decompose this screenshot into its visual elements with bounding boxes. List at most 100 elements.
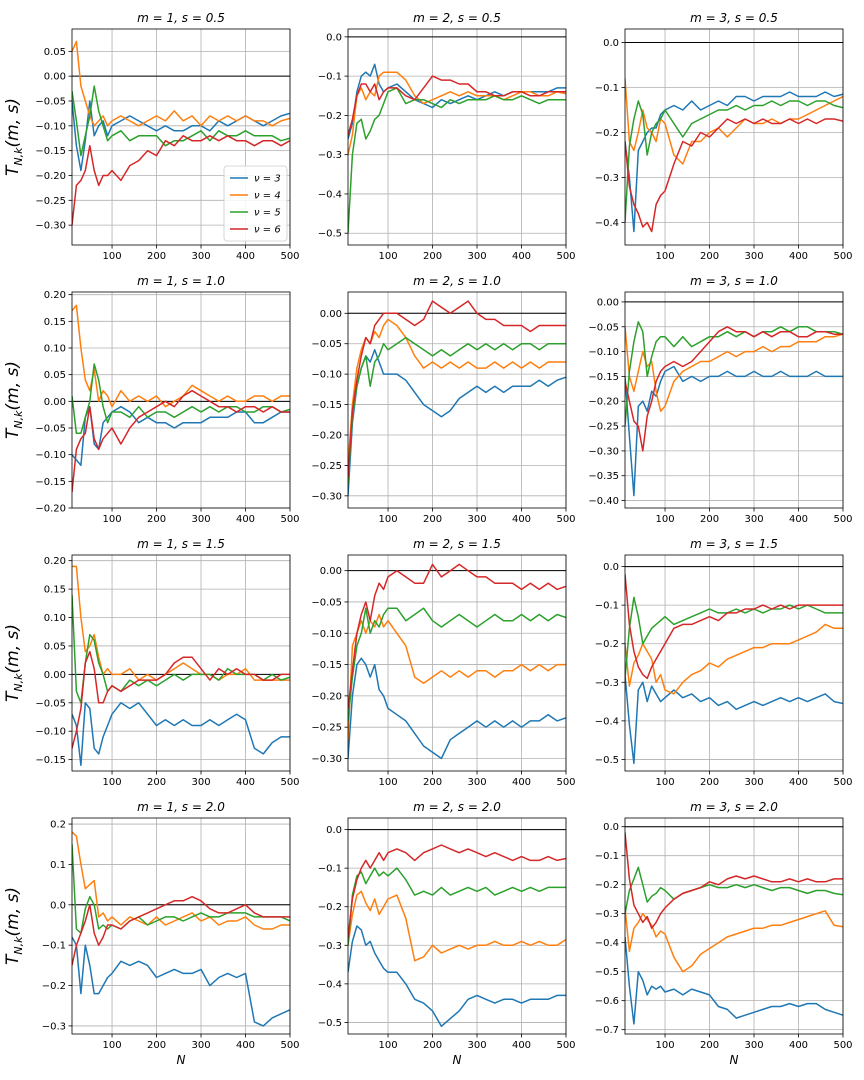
series-line-nu-4: [348, 890, 566, 962]
series-line-nu-5: [72, 85, 290, 157]
subplot-title: m = 2, s = 1.0: [413, 274, 501, 288]
y-tick-label: −0.15: [311, 400, 342, 411]
series-group: [625, 321, 843, 497]
series-line-nu-3: [625, 91, 843, 233]
axes-frame: [624, 28, 844, 246]
series-group: [72, 565, 290, 767]
y-tick-label: −0.3: [595, 678, 619, 689]
x-tick-label: 100: [655, 251, 674, 262]
y-tick-label: 0.05: [44, 47, 66, 58]
x-tick-label: 500: [280, 251, 299, 262]
series-line-nu-4: [348, 318, 566, 466]
legend-label: ν = 4: [254, 191, 281, 202]
series-group: [348, 300, 566, 496]
y-tick-label: −0.10: [35, 121, 66, 132]
x-tick-label: 100: [655, 514, 674, 525]
y-tick-label: −0.5: [595, 967, 619, 978]
y-tick-label: −0.4: [595, 218, 619, 229]
y-tick-label: −0.4: [595, 938, 619, 949]
x-tick-label: 200: [700, 1040, 719, 1051]
y-tick-label: −0.15: [35, 146, 66, 157]
axes-frame: [71, 28, 291, 246]
x-tick-label: 400: [236, 514, 255, 525]
x-tick-label: 300: [467, 251, 486, 262]
axes-frame: [347, 554, 567, 772]
series-line-nu-5: [72, 844, 290, 934]
x-tick-label: 500: [280, 1040, 299, 1051]
y-tick-label: 0.15: [44, 585, 66, 596]
series-line-nu-3: [72, 702, 290, 767]
y-tick-label: −0.30: [311, 491, 342, 502]
x-tick-label: 100: [378, 514, 397, 525]
x-tick-label: 200: [423, 1040, 442, 1051]
y-axis-label: TN,k(m, s): [3, 98, 25, 176]
y-tick-label: 0.00: [320, 566, 342, 577]
x-tick-label: 300: [191, 777, 210, 788]
y-tick-label: 0.10: [44, 613, 66, 624]
series-group: [72, 304, 290, 493]
y-tick-label: −0.20: [35, 171, 66, 182]
y-tick-label: 0.00: [597, 297, 619, 308]
y-tick-label: −0.20: [311, 691, 342, 702]
y-tick-label: −0.20: [588, 397, 619, 408]
series-line-nu-5: [348, 607, 566, 721]
y-tick-label: −0.7: [595, 1025, 619, 1036]
series-group: [348, 63, 566, 234]
axes-frame: [624, 554, 844, 772]
subplot-10: 100 200 300 400 500 0.2 0.1 0.0 −0.1 −0.2 −0.3 m = …: [3, 800, 300, 1067]
y-tick-label: 0.0: [603, 38, 619, 49]
y-tick-label: −0.10: [588, 347, 619, 358]
series-line-nu-5: [72, 363, 290, 435]
subplot-12: 100 200 300 400 500 0.0 −0.1 −0.2 −0.3 −0.4 −0.5 −0…: [595, 800, 853, 1067]
series-line-nu-4: [72, 831, 290, 930]
axes-frame: [624, 817, 844, 1035]
subplot-7: 100 200 300 400 500 0.20 0.15 0.10 0.05 0.00 −0.05…: [3, 537, 300, 788]
y-tick-label: −0.25: [311, 723, 342, 734]
x-tick-label: 100: [102, 514, 121, 525]
series-line-nu-6: [625, 326, 843, 452]
subplot-title: m = 3, s = 1.5: [690, 537, 778, 551]
legend-label: ν = 3: [254, 174, 281, 185]
x-tick-label: 500: [556, 251, 575, 262]
series-line-nu-3: [348, 349, 566, 496]
subplot-3: 100 200 300 400 500 0.0 −0.1 −0.2 −0.3 −0.4 m = 3,…: [595, 11, 853, 262]
y-tick-label: 0.2: [50, 820, 66, 831]
y-tick-label: −0.2: [595, 880, 619, 891]
y-tick-label: −0.05: [35, 97, 66, 108]
axes-frame: [347, 817, 567, 1035]
axes-frame: [624, 291, 844, 509]
series-line-nu-6: [348, 300, 566, 478]
y-tick-label: −0.15: [588, 372, 619, 383]
x-tick-label: 400: [789, 251, 808, 262]
series-line-nu-5: [348, 867, 566, 946]
subplot-11: 100 200 300 400 500 0.0 −0.1 −0.2 −0.3 −0.4 −0.5 m …: [318, 800, 576, 1067]
subplot-title: m = 1, s = 0.5: [137, 11, 225, 25]
subplot-5: 100 200 300 400 500 0.00 −0.05 −0.10 −0.15 −0.20 −…: [311, 274, 575, 525]
y-tick-label: −0.1: [595, 601, 619, 612]
y-tick-label: 0.20: [44, 556, 66, 567]
x-tick-label: 500: [556, 514, 575, 525]
x-tick-label: 100: [102, 251, 121, 262]
y-tick-label: −0.3: [318, 941, 342, 952]
y-tick-label: 0.00: [44, 72, 66, 83]
y-tick-label: −0.05: [311, 339, 342, 350]
axes-frame: [71, 817, 291, 1035]
subplot-title: m = 1, s = 1.0: [137, 274, 225, 288]
y-tick-label: −0.4: [595, 716, 619, 727]
y-tick-label: −0.20: [35, 504, 66, 515]
y-tick-label: −0.1: [318, 72, 342, 83]
series-line-nu-4: [348, 71, 566, 155]
x-tick-label: 200: [423, 251, 442, 262]
series-line-nu-6: [348, 844, 566, 938]
y-tick-label: −0.1: [595, 851, 619, 862]
subplot-title: m = 2, s = 0.5: [413, 11, 501, 25]
x-tick-label: 200: [700, 777, 719, 788]
x-tick-label: 400: [236, 777, 255, 788]
series-line-nu-4: [72, 565, 290, 681]
y-tick-label: −0.35: [588, 471, 619, 482]
subplot-title: m = 3, s = 0.5: [690, 11, 778, 25]
series-line-nu-5: [348, 336, 566, 484]
y-tick-label: −0.15: [35, 477, 66, 488]
series-line-nu-5: [72, 594, 290, 704]
axes-frame: [347, 291, 567, 509]
